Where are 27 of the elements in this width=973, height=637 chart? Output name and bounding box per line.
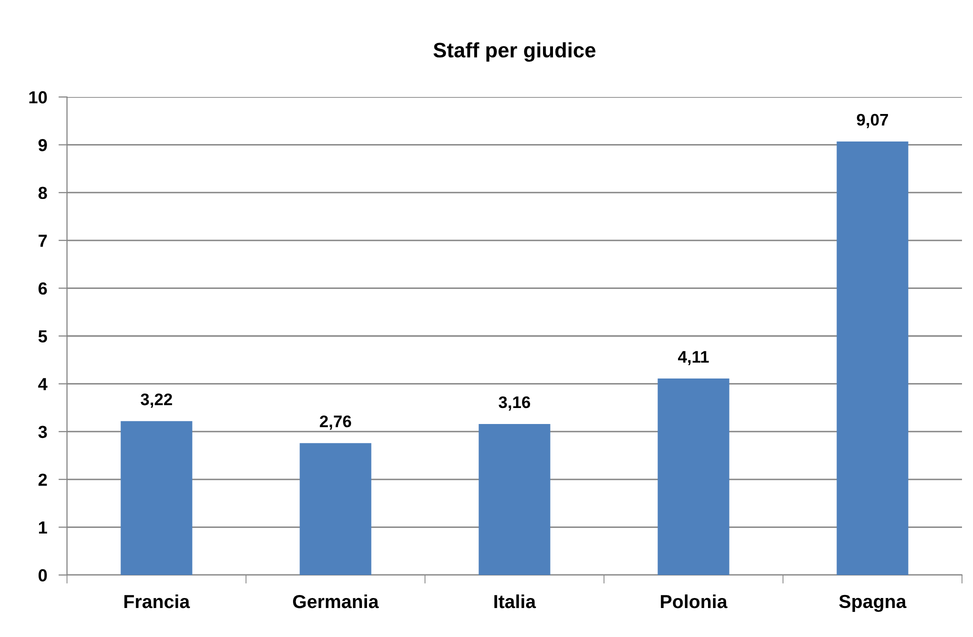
y-tick-label: 5 — [38, 330, 48, 342]
bar — [836, 141, 908, 575]
data-label: 3,16 — [498, 396, 530, 411]
bar — [478, 424, 550, 575]
x-tick-label: Polonia — [660, 594, 728, 608]
y-tick-label: 4 — [38, 378, 48, 390]
y-tick-label: 6 — [38, 282, 47, 295]
y-tick-label: 7 — [38, 234, 47, 247]
y-tick-label: 1 — [38, 522, 48, 534]
y-tick-label: 10 — [29, 91, 47, 104]
data-label: 9,07 — [856, 114, 888, 128]
data-label: 3,22 — [140, 393, 172, 408]
x-tick-label: Italia — [494, 594, 536, 608]
bar — [120, 421, 192, 575]
x-tick-label: Francia — [124, 594, 190, 608]
chart-title: Staff per giudice — [433, 42, 596, 62]
y-tick-label: 3 — [38, 426, 47, 438]
bar — [300, 443, 372, 575]
y-tick-label: 0 — [38, 569, 47, 582]
x-tick-label: Germania — [293, 594, 379, 608]
y-tick-label: 2 — [38, 474, 47, 486]
y-tick-label: 9 — [38, 138, 47, 152]
data-label: 4,11 — [678, 351, 709, 366]
y-tick-label: 8 — [38, 186, 48, 200]
x-tick-label: Spagna — [839, 594, 906, 612]
data-label: 2,76 — [320, 415, 352, 430]
bar — [658, 378, 730, 575]
